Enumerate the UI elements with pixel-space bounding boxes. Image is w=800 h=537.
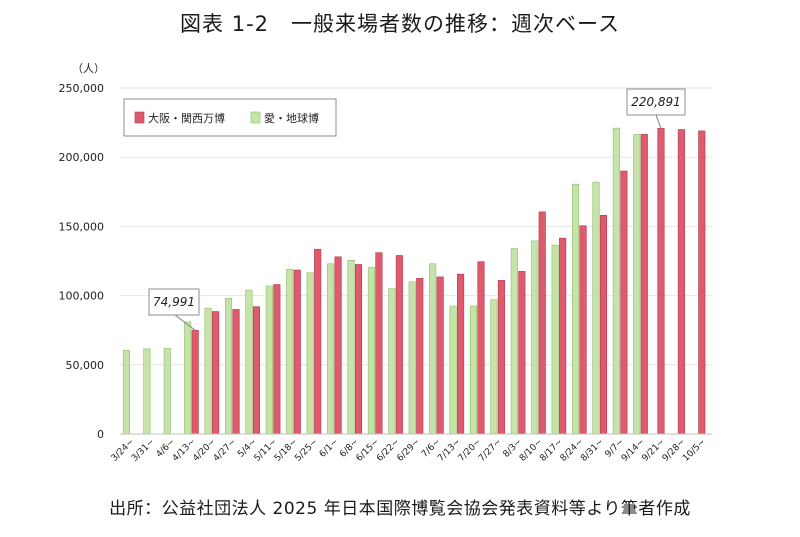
bar-aichi: [122, 349, 131, 435]
bar-osaka: [518, 271, 526, 435]
callout-label: 220,891: [631, 95, 681, 109]
legend-box: [123, 98, 337, 137]
x-tick-label: 8/31~: [579, 437, 606, 464]
y-tick-label: 150,000: [59, 220, 105, 233]
bar-aichi: [408, 281, 416, 435]
bar-aichi: [286, 269, 294, 435]
x-tick-label: 7/27~: [477, 437, 504, 464]
y-tick-label: 200,000: [59, 151, 105, 164]
x-tick-label: 6/29~: [395, 437, 422, 464]
bar-osaka: [559, 237, 567, 435]
x-tick-label: 3/31~: [130, 437, 157, 464]
bar-osaka: [640, 134, 648, 435]
bar-aichi: [245, 289, 253, 435]
x-tick-label: 5/25~: [293, 437, 320, 464]
bar-osaka: [677, 129, 685, 435]
bar-osaka: [273, 284, 281, 435]
callout-leader: [174, 314, 196, 331]
bar-osaka: [620, 170, 628, 435]
source-note: 出所：公益社団法人 2025 年日本国際博覧会協会発表資料等より筆者作成: [109, 499, 691, 519]
x-tick-label: 4/27~: [212, 437, 239, 464]
callout-box: [626, 88, 686, 116]
bar-aichi: [265, 285, 273, 435]
bar-osaka: [477, 261, 485, 435]
legend-swatch-aichi: [250, 111, 261, 124]
bar-osaka: [395, 255, 403, 435]
bar-aichi: [449, 305, 457, 435]
bar-aichi: [551, 244, 559, 435]
x-tick-label: 6/1~: [318, 437, 341, 460]
bar-aichi: [367, 266, 375, 435]
bar-aichi: [531, 240, 539, 435]
bar-aichi: [306, 272, 314, 435]
bar-aichi: [510, 248, 518, 435]
callout-box: [148, 288, 200, 316]
y-tick-label: 250,000: [59, 82, 105, 95]
bar-aichi: [429, 263, 437, 435]
bar-aichi: [592, 181, 600, 435]
bar-osaka: [538, 211, 546, 435]
bar-osaka: [698, 130, 706, 435]
bar-osaka: [657, 127, 665, 435]
bar-aichi: [633, 134, 641, 435]
y-tick-label: 50,000: [66, 359, 105, 372]
bar-osaka: [375, 252, 383, 435]
legend: 大阪・関西万博 愛・地球博: [123, 98, 337, 137]
y-axis-unit-label: （人）: [72, 62, 105, 75]
chart-title: 図表 1-2 一般来場者数の推移：週次ベース: [180, 12, 620, 36]
bar-aichi: [163, 347, 171, 435]
y-axis-ticks: 0 50,000 100,000 150,000 200,000 250,000: [59, 82, 105, 441]
bar-aichi: [572, 183, 580, 435]
x-axis-ticks: 3/24~3/31~4/6~4/13~4/20~4/27~5/4~5/11~5/…: [110, 437, 708, 464]
legend-swatch-osaka: [134, 111, 145, 124]
y-tick-label: 100,000: [59, 290, 105, 303]
bar-aichi: [224, 298, 233, 435]
bar-osaka: [212, 311, 220, 435]
bar-osaka: [457, 273, 465, 435]
bar-aichi: [388, 288, 396, 435]
bar-aichi: [184, 321, 192, 435]
y-tick-label: 0: [97, 428, 104, 441]
bar-aichi: [490, 299, 498, 435]
bar-osaka: [252, 306, 260, 435]
callout-label: 74,991: [153, 295, 195, 309]
bar-osaka: [293, 269, 301, 435]
bar-aichi: [327, 263, 335, 435]
bar-aichi: [143, 348, 151, 435]
legend-label-aichi: 愛・地球博: [264, 111, 319, 125]
callouts: 74,991 220,891: [148, 88, 686, 331]
bar-osaka: [416, 277, 424, 435]
bar-osaka: [579, 225, 587, 435]
bar-osaka: [599, 215, 608, 435]
bar-osaka: [334, 256, 342, 435]
callout-leader: [655, 114, 662, 129]
bar-osaka: [232, 309, 240, 435]
bar-aichi: [469, 305, 478, 435]
bar-series: [122, 127, 706, 435]
bar-osaka: [354, 264, 363, 435]
bar-aichi: [204, 307, 212, 435]
bar-osaka: [436, 276, 444, 435]
bar-osaka: [497, 280, 505, 435]
bar-aichi: [347, 260, 355, 435]
bar-osaka: [314, 248, 322, 435]
bar-aichi: [612, 127, 620, 435]
x-tick-label: 10/5~: [681, 437, 708, 464]
bar-osaka: [191, 329, 199, 435]
legend-label-osaka: 大阪・関西万博: [148, 111, 225, 125]
